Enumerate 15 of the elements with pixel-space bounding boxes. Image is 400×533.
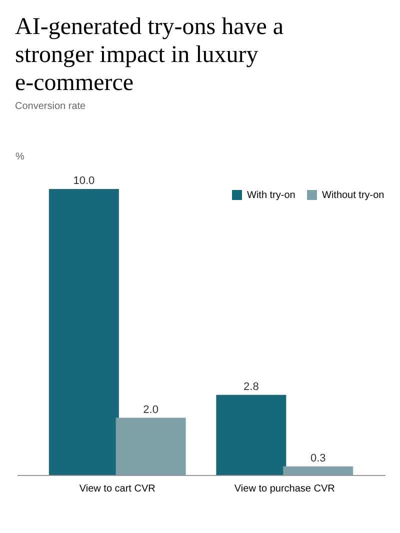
- chart-subtitle: Conversion rate: [15, 101, 86, 112]
- legend-label: Without try-on: [322, 190, 384, 201]
- x-tick-label: View to cart CVR: [79, 484, 156, 494]
- bar: [216, 394, 286, 475]
- chart-title: AI-generated try-ons have a stronger impact in luxury e-commerce: [15, 14, 284, 96]
- data-label: 2.8: [244, 380, 259, 393]
- data-label: 10.0: [73, 175, 95, 187]
- bar: [48, 189, 119, 475]
- data-label: 2.0: [143, 404, 158, 416]
- y-axis-title: %: [16, 152, 24, 162]
- x-tick-label: View to purchase CVR: [234, 484, 335, 494]
- legend-label: With try-on: [247, 190, 296, 201]
- bar: [283, 466, 354, 475]
- bar: [116, 418, 186, 475]
- data-label: 0.3: [310, 452, 326, 464]
